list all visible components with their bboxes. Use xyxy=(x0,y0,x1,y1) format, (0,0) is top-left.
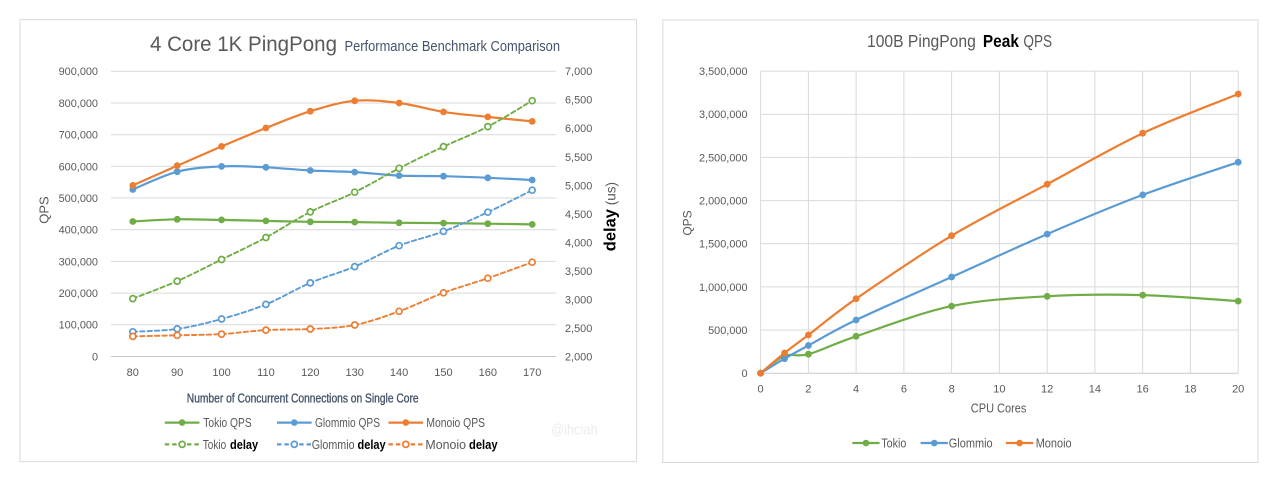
svg-text:100B PingPong: 100B PingPong xyxy=(867,31,976,51)
svg-text:3,000,000: 3,000,000 xyxy=(699,109,747,121)
svg-text:8: 8 xyxy=(949,384,955,396)
svg-text:2,500: 2,500 xyxy=(565,323,592,335)
svg-text:Tokio QPS: Tokio QPS xyxy=(203,416,251,430)
svg-text:600,000: 600,000 xyxy=(59,161,98,173)
svg-text:5,500: 5,500 xyxy=(565,152,592,164)
svg-text:2,000,000: 2,000,000 xyxy=(699,195,747,207)
svg-text:110: 110 xyxy=(257,367,275,379)
svg-text:6,500: 6,500 xyxy=(565,95,592,107)
svg-text:130: 130 xyxy=(346,367,364,379)
svg-text:Monoio: Monoio xyxy=(425,438,466,452)
svg-text:0: 0 xyxy=(92,351,98,363)
svg-text:14: 14 xyxy=(1089,384,1101,396)
svg-text:5,000: 5,000 xyxy=(565,180,592,192)
svg-text:3,000: 3,000 xyxy=(565,294,592,306)
svg-text:Number of Concurrent Connectio: Number of Concurrent Connections on Sing… xyxy=(187,391,419,406)
svg-text:90: 90 xyxy=(171,367,183,379)
svg-text:300,000: 300,000 xyxy=(59,256,98,268)
svg-text:4: 4 xyxy=(853,384,859,396)
svg-text:4,500: 4,500 xyxy=(565,209,592,221)
svg-text:QPS: QPS xyxy=(1023,31,1052,51)
svg-text:500,000: 500,000 xyxy=(708,325,747,337)
svg-text:6: 6 xyxy=(901,384,907,396)
svg-text:Tokio: Tokio xyxy=(203,438,227,452)
svg-text:@ihciah: @ihciah xyxy=(551,422,598,439)
svg-text:Glommio: Glommio xyxy=(949,437,993,451)
svg-text:100,000: 100,000 xyxy=(59,320,98,332)
svg-text:delay: delay xyxy=(358,438,386,452)
svg-text:200,000: 200,000 xyxy=(59,288,98,300)
svg-text:20: 20 xyxy=(1232,384,1244,396)
svg-text:120: 120 xyxy=(301,367,319,379)
svg-text:1,000,000: 1,000,000 xyxy=(699,282,747,294)
svg-text:Glommio: Glommio xyxy=(312,438,355,452)
svg-text:delay: delay xyxy=(469,438,498,452)
svg-text:Peak: Peak xyxy=(983,31,1019,51)
svg-text:Monoio: Monoio xyxy=(1036,437,1072,451)
svg-text:700,000: 700,000 xyxy=(59,130,98,142)
svg-text:4,000: 4,000 xyxy=(565,237,592,249)
svg-text:2,000: 2,000 xyxy=(565,351,592,363)
svg-text:18: 18 xyxy=(1184,384,1196,396)
svg-text:400,000: 400,000 xyxy=(59,225,98,237)
svg-text:Tokio: Tokio xyxy=(881,437,906,451)
svg-text:1,500,000: 1,500,000 xyxy=(699,239,747,251)
svg-text:800,000: 800,000 xyxy=(59,98,98,110)
svg-text:80: 80 xyxy=(127,367,139,379)
svg-text:10: 10 xyxy=(993,384,1005,396)
svg-text:16: 16 xyxy=(1137,384,1149,396)
svg-text:delay: delay xyxy=(230,438,258,452)
svg-text:4 Core 1K PingPong: 4 Core 1K PingPong xyxy=(150,33,337,56)
svg-text:2,500,000: 2,500,000 xyxy=(699,152,747,164)
svg-text:150: 150 xyxy=(434,367,452,379)
svg-text:Glommio QPS: Glommio QPS xyxy=(315,416,380,430)
svg-text:3,500,000: 3,500,000 xyxy=(699,66,747,78)
svg-text:160: 160 xyxy=(479,367,497,379)
svg-text:0: 0 xyxy=(741,368,747,380)
svg-text:2: 2 xyxy=(805,384,811,396)
svg-text:140: 140 xyxy=(390,367,408,379)
svg-text:0: 0 xyxy=(758,384,764,396)
svg-text:7,000: 7,000 xyxy=(565,66,592,78)
svg-text:QPS: QPS xyxy=(36,196,51,224)
svg-text:QPS: QPS xyxy=(680,210,694,235)
svg-text:100: 100 xyxy=(212,367,230,379)
svg-text:3,500: 3,500 xyxy=(565,266,592,278)
svg-text:6,000: 6,000 xyxy=(565,123,592,135)
svg-text:500,000: 500,000 xyxy=(59,193,98,205)
svg-text:CPU Cores: CPU Cores xyxy=(971,401,1027,416)
svg-text:170: 170 xyxy=(523,367,541,379)
svg-text:Performance Benchmark Comparis: Performance Benchmark Comparison xyxy=(345,38,561,55)
svg-text:Monoio QPS: Monoio QPS xyxy=(426,416,485,430)
svg-text:12: 12 xyxy=(1041,384,1053,396)
svg-text:900,000: 900,000 xyxy=(59,66,98,78)
svg-text:delay (us): delay (us) xyxy=(602,182,620,251)
